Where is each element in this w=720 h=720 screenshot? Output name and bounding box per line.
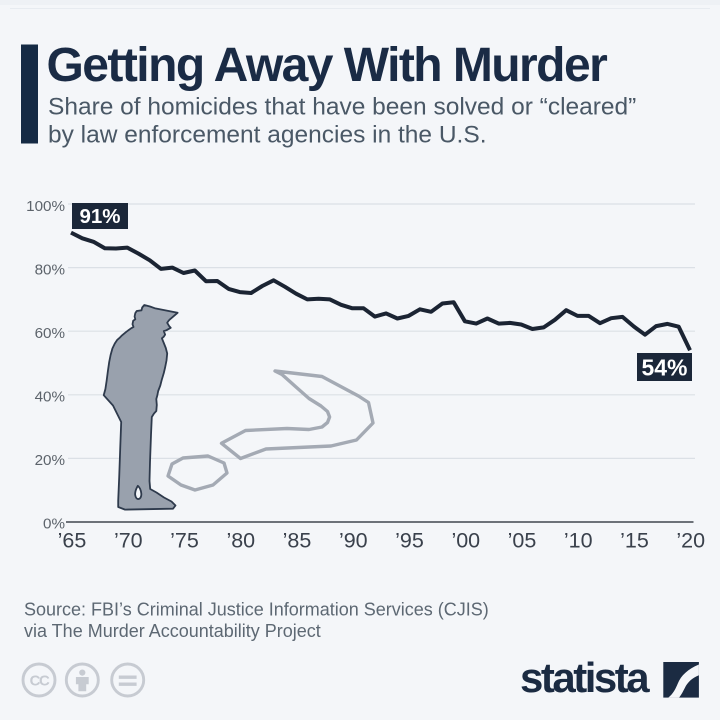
- svg-text:54%: 54%: [641, 354, 687, 380]
- svg-text:’10: ’10: [564, 529, 593, 553]
- svg-text:by law enforcement agencies in: by law enforcement agencies in the U.S.: [48, 122, 487, 149]
- svg-text:20%: 20%: [35, 452, 65, 469]
- svg-text:Getting Away With Murder: Getting Away With Murder: [47, 39, 608, 92]
- svg-text:’75: ’75: [170, 529, 199, 553]
- svg-text:100%: 100%: [26, 198, 65, 215]
- svg-text:’05: ’05: [508, 529, 537, 553]
- svg-text:Source: FBI’s Criminal Justice: Source: FBI’s Criminal Justice Informati…: [24, 600, 489, 620]
- svg-text:’85: ’85: [283, 529, 312, 553]
- svg-text:CC: CC: [30, 673, 50, 690]
- svg-text:0%: 0%: [43, 515, 65, 532]
- svg-text:’70: ’70: [114, 529, 143, 553]
- svg-text:’80: ’80: [226, 529, 255, 553]
- svg-text:’90: ’90: [339, 529, 368, 553]
- svg-text:’20: ’20: [676, 529, 705, 553]
- svg-text:via The Murder Accountability: via The Murder Accountability Project: [24, 621, 321, 641]
- svg-text:’15: ’15: [620, 529, 649, 553]
- svg-text:60%: 60%: [35, 325, 65, 342]
- svg-text:statista: statista: [520, 654, 650, 701]
- svg-text:’95: ’95: [395, 529, 424, 553]
- svg-text:40%: 40%: [35, 389, 65, 406]
- svg-text:91%: 91%: [79, 205, 120, 228]
- svg-text:’00: ’00: [451, 529, 480, 553]
- svg-text:80%: 80%: [35, 261, 65, 278]
- svg-text:Share of homicides that have b: Share of homicides that have been solved…: [48, 94, 636, 121]
- svg-text:’65: ’65: [58, 529, 87, 553]
